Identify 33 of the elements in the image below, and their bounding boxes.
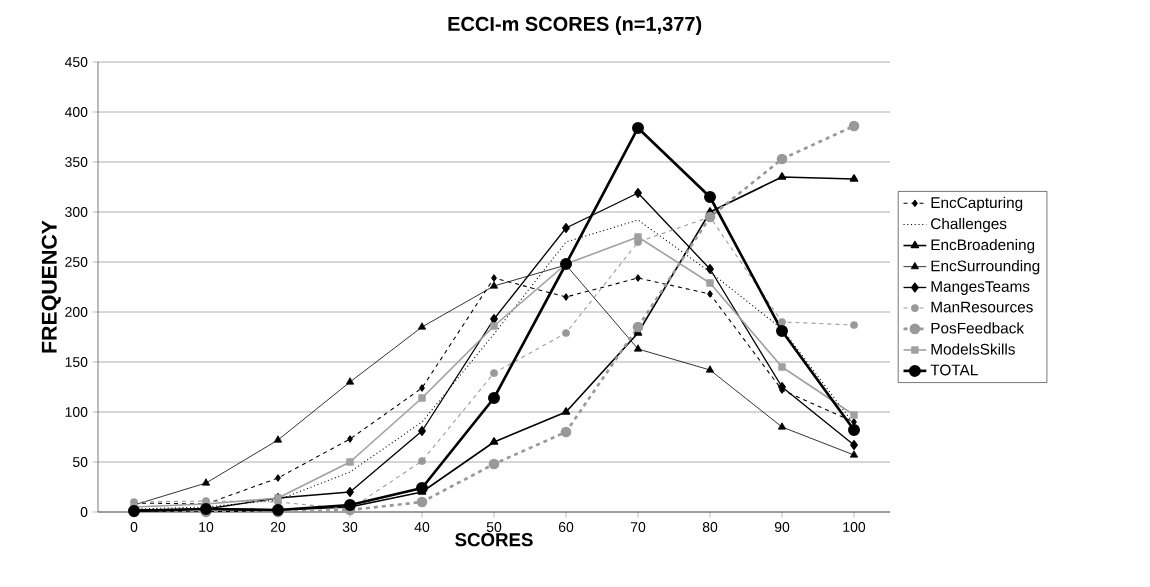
legend-label: ManResources	[931, 301, 1033, 313]
y-tick-label: 50	[72, 457, 88, 467]
y-tick-label: 300	[65, 207, 88, 217]
y-tick-label: 200	[65, 307, 88, 317]
y-tick-label: 100	[65, 407, 88, 417]
x-tick-label: 0	[130, 522, 138, 532]
legend-label: EncSurrounding	[931, 260, 1040, 275]
y-axis-title: FREQUENCY	[41, 220, 61, 353]
y-tick-label: 450	[64, 57, 88, 67]
x-tick-label: 100	[843, 522, 866, 532]
legend-label: EncCapturing	[931, 196, 1023, 212]
legend-label: ModelsSkills	[931, 343, 1015, 355]
y-tick-label: 350	[65, 157, 88, 167]
x-tick-label: 20	[270, 522, 286, 532]
y-tick-label: 150	[65, 357, 88, 367]
y-tick-label: 0	[80, 507, 88, 517]
legend-label: MangesTeams	[931, 281, 1030, 295]
x-tick-label: 40	[414, 522, 430, 532]
x-tick-label: 80	[702, 522, 718, 532]
legend-label: PosFeedback	[931, 322, 1025, 334]
x-tick-label: 90	[774, 522, 790, 532]
legend-label: EncBroadening	[931, 239, 1035, 254]
x-tick-label: 70	[630, 522, 646, 532]
x-axis-title: SCORES	[455, 533, 533, 547]
x-tick-label: 10	[199, 522, 214, 532]
y-tick-label: 250	[65, 257, 88, 267]
legend-label: Challenges	[931, 217, 1007, 233]
x-tick-label: 60	[558, 522, 574, 532]
x-tick-label: 30	[342, 522, 358, 532]
legend-label: TOTAL	[930, 364, 978, 376]
x-tick-label: 50	[486, 522, 502, 532]
y-tick-label: 400	[64, 107, 88, 117]
chart-title: ECCI-m SCORES (n=1,377)	[448, 16, 702, 35]
